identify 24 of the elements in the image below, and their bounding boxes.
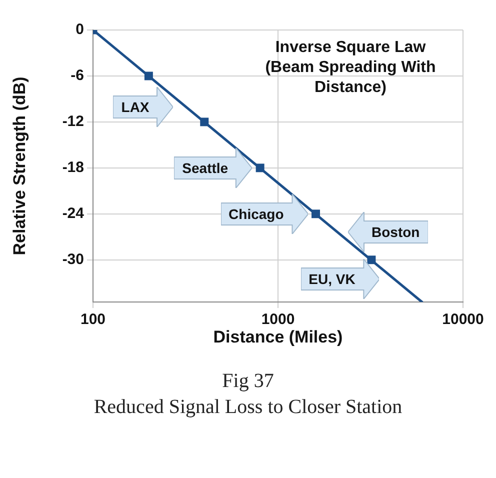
annotation: LAX (121, 98, 150, 115)
y-tick-label: 0 (76, 21, 84, 38)
point (144, 72, 153, 80)
point (256, 164, 264, 172)
x-tick-label: 10000 (442, 311, 484, 328)
y-tick-label: -30 (62, 251, 84, 268)
point (312, 210, 320, 218)
text: Reduced Signal Loss to Closer Station (92, 395, 404, 420)
annotation: EU, VK (308, 271, 356, 287)
annotation: Chicago (228, 206, 284, 222)
caption: Fig 37 (221, 369, 275, 394)
x-tick-label: 1000 (261, 311, 295, 328)
annotation: Seattle (182, 160, 228, 176)
point (200, 118, 209, 126)
x-axis-title: Distance (Miles) (213, 327, 343, 346)
point (367, 256, 376, 264)
y-axis-title: Relative Strength (dB) (10, 76, 29, 256)
y-tick-label: -12 (62, 113, 84, 130)
text: Inverse Square Law (Beam Spreading With Distance) (264, 38, 437, 98)
y-tick-label: -18 (62, 159, 84, 176)
annotation: Boston (372, 224, 420, 240)
y-tick-label: -24 (62, 205, 85, 222)
x-tick-label: 100 (80, 311, 106, 328)
y-tick-label: -6 (70, 67, 84, 84)
